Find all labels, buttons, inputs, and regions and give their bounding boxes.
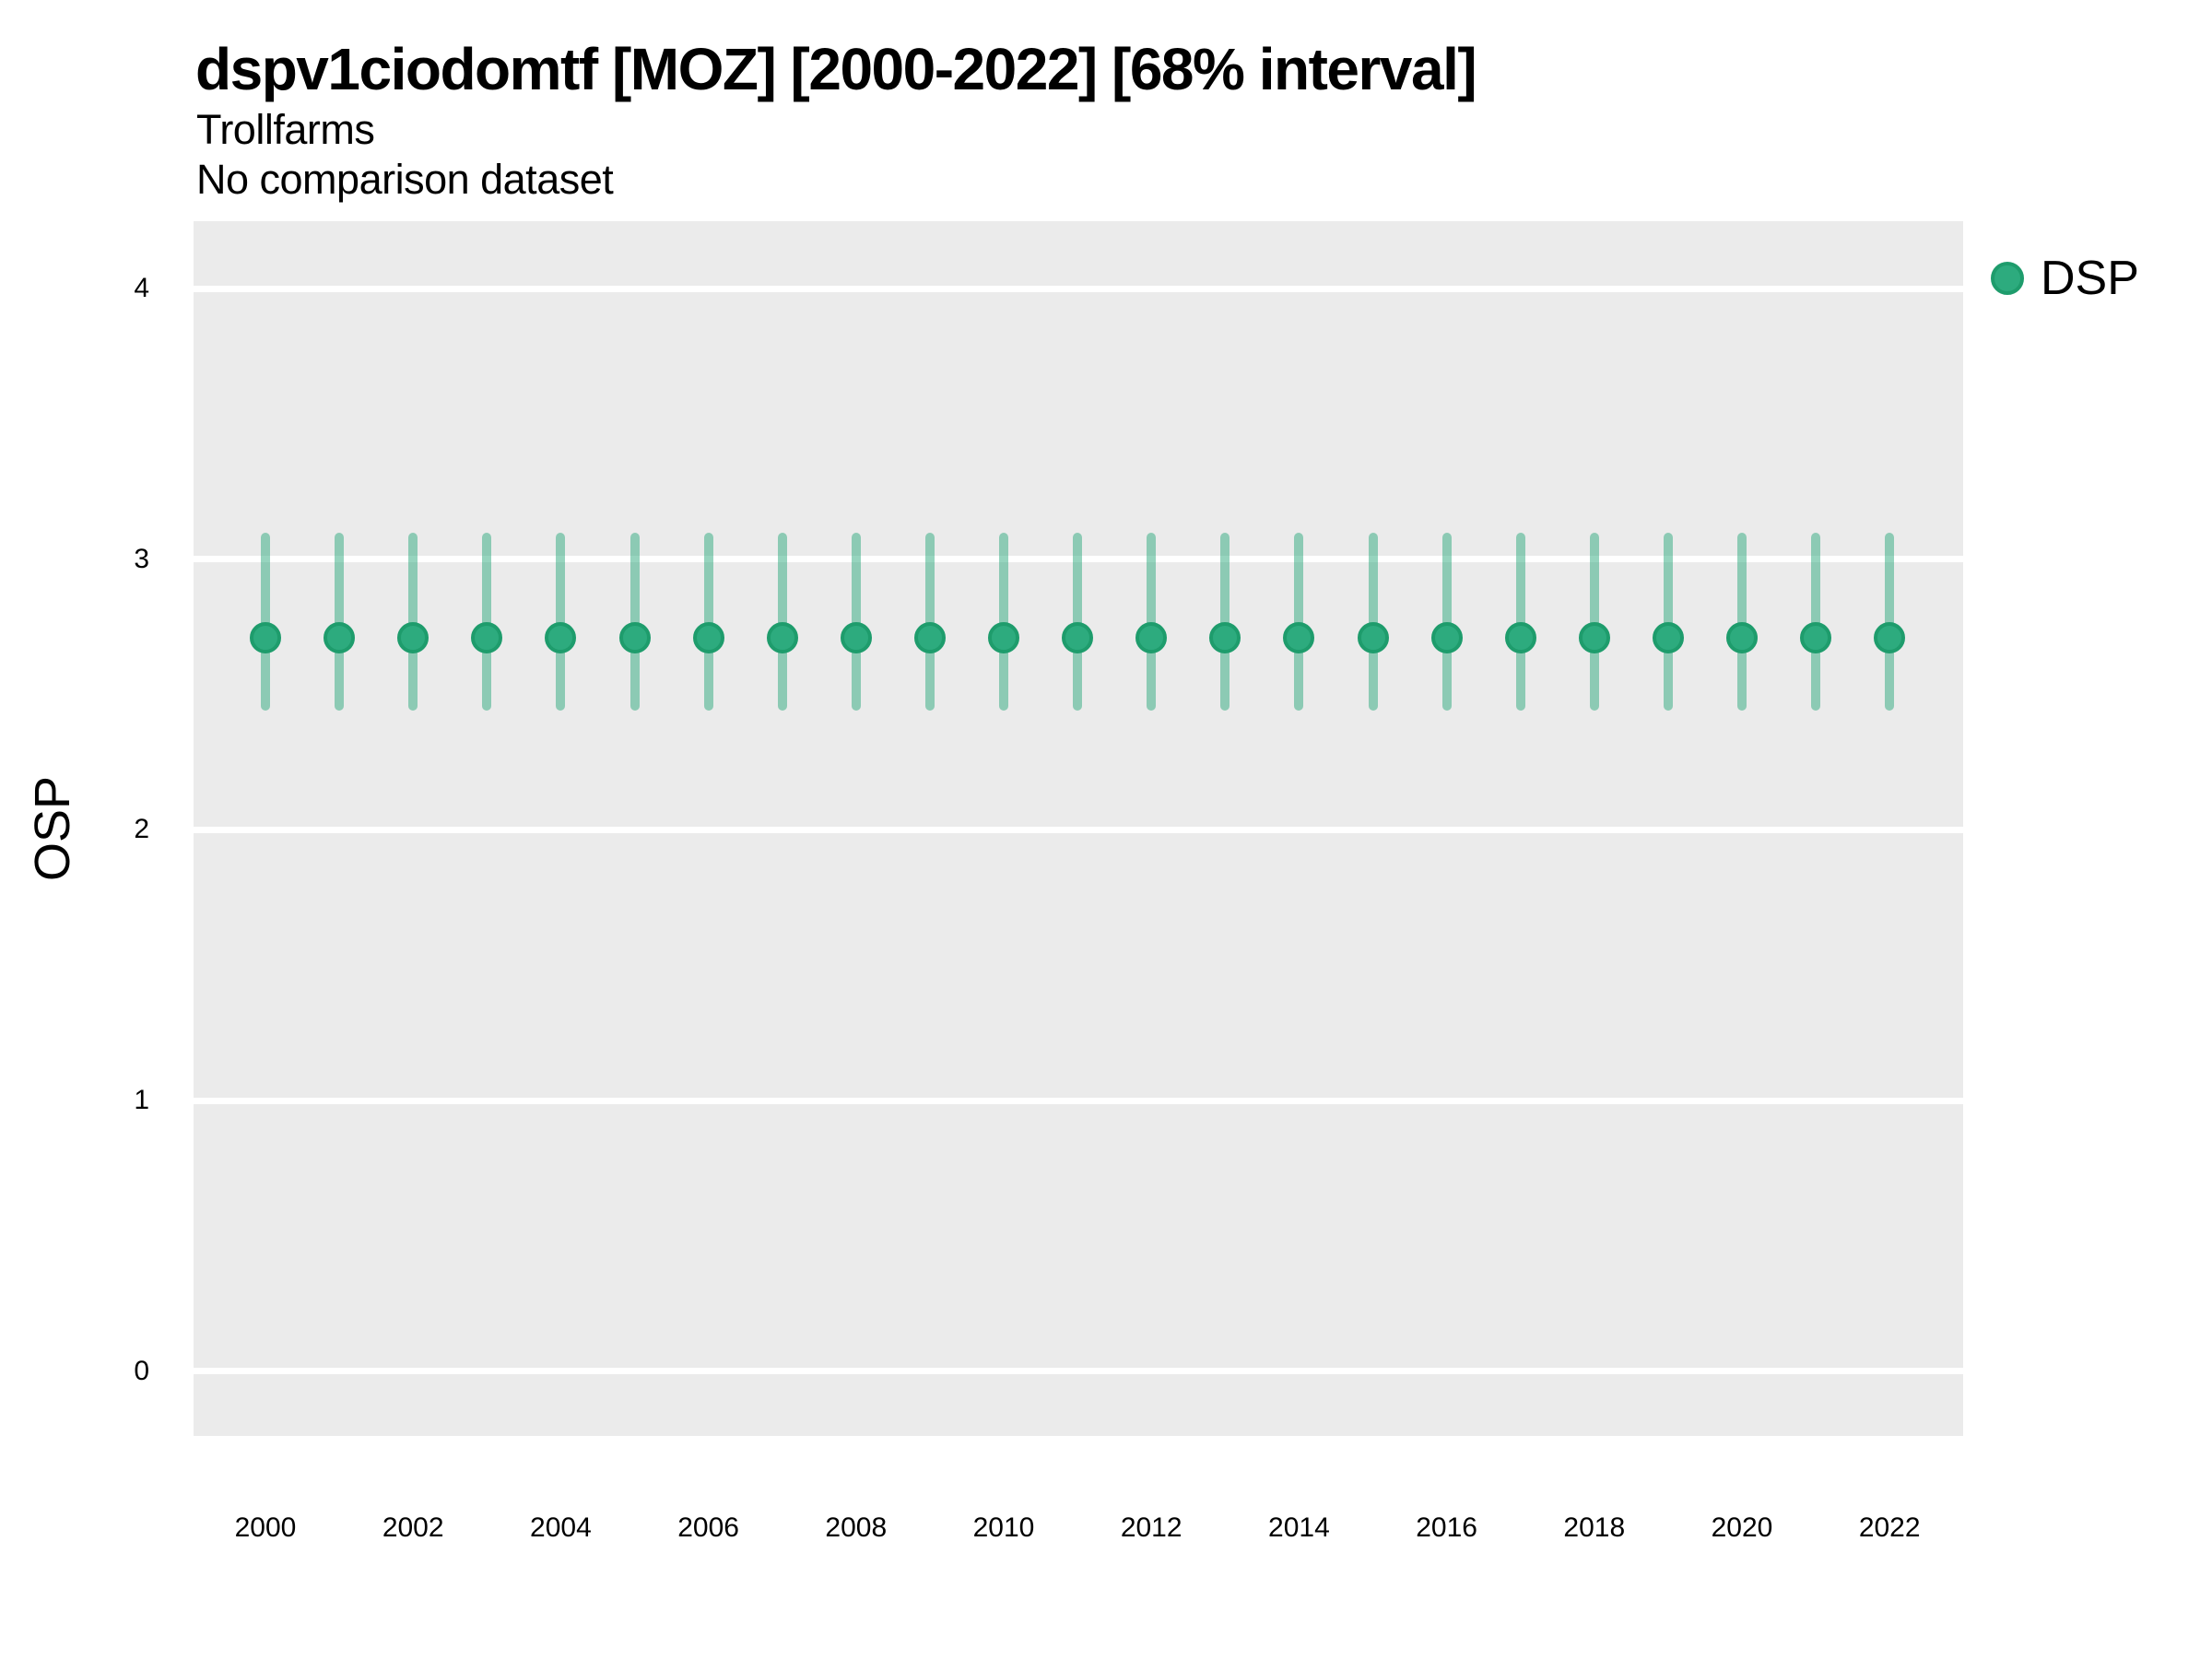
y-tick-label-4: 4: [134, 273, 149, 304]
data-point-2012[interactable]: [1135, 622, 1168, 654]
x-tick-label-2020: 2020: [1711, 1512, 1773, 1543]
data-point-2003[interactable]: [471, 622, 503, 654]
data-point-2016[interactable]: [1430, 622, 1463, 654]
data-point-2015[interactable]: [1357, 622, 1389, 654]
data-point-2018[interactable]: [1578, 622, 1610, 654]
error-bar-2012: [1147, 532, 1157, 712]
error-bar-2017: [1515, 532, 1525, 712]
data-point-2005[interactable]: [618, 622, 651, 654]
y-tick-label-2: 2: [134, 814, 149, 845]
data-point-2008[interactable]: [840, 622, 872, 654]
chart-subtitle-line2: No comparison dataset: [196, 156, 614, 203]
error-bar-2011: [1073, 532, 1083, 712]
data-point-2006[interactable]: [692, 622, 724, 654]
data-point-2022[interactable]: [1874, 622, 1906, 654]
x-tick-label-2012: 2012: [1120, 1512, 1182, 1543]
data-point-2000[interactable]: [250, 622, 281, 654]
y-tick-label-0: 0: [134, 1355, 149, 1386]
x-tick-label-2018: 2018: [1563, 1512, 1626, 1543]
x-tick-label-2014: 2014: [1268, 1512, 1330, 1543]
legend-label: DSP: [2041, 252, 2139, 305]
error-bar-2018: [1589, 532, 1599, 712]
x-tick-label-2004: 2004: [530, 1512, 592, 1543]
error-bar-2014: [1294, 532, 1304, 712]
data-point-2010[interactable]: [988, 622, 1019, 654]
error-bar-2019: [1663, 532, 1673, 712]
error-bar-2010: [999, 532, 1008, 712]
x-tick-label-2016: 2016: [1416, 1512, 1477, 1543]
data-point-2007[interactable]: [766, 622, 798, 654]
y-tick-label-3: 3: [134, 543, 149, 574]
data-point-2021[interactable]: [1800, 622, 1832, 654]
error-bar-2006: [703, 532, 713, 712]
chart-subtitle-line1: Trollfarms: [196, 106, 375, 153]
data-point-2020[interactable]: [1726, 622, 1758, 654]
x-tick-label-2002: 2002: [382, 1512, 444, 1543]
data-point-2004[interactable]: [545, 622, 577, 654]
error-bar-2005: [629, 532, 640, 712]
gridline-y-1: [194, 1097, 1963, 1104]
legend[interactable]: DSP: [1991, 251, 2139, 306]
data-point-2014[interactable]: [1283, 622, 1315, 654]
chart-title: dspv1ciodomtf [MOZ] [2000-2022] [68% int…: [195, 36, 1477, 102]
data-point-2002[interactable]: [397, 622, 429, 654]
error-bar-2007: [777, 532, 787, 712]
data-point-2013[interactable]: [1209, 622, 1241, 654]
data-point-2011[interactable]: [1062, 622, 1094, 654]
x-tick-label-2000: 2000: [234, 1512, 297, 1543]
x-tick-label-2008: 2008: [825, 1512, 888, 1543]
error-bar-2000: [261, 532, 270, 712]
error-bar-2004: [556, 532, 566, 712]
gridline-y-0: [194, 1368, 1963, 1375]
error-bar-2009: [924, 532, 935, 712]
data-point-2019[interactable]: [1652, 622, 1684, 654]
error-bar-2002: [408, 532, 418, 712]
x-tick-label-2006: 2006: [677, 1512, 739, 1543]
error-bar-2001: [335, 532, 345, 712]
plot-panel: [194, 221, 1963, 1436]
data-point-2017[interactable]: [1504, 622, 1536, 654]
error-bar-2022: [1885, 532, 1895, 712]
y-tick-label-1: 1: [134, 1085, 149, 1115]
error-bar-2008: [851, 532, 861, 712]
error-bar-2016: [1441, 532, 1452, 712]
x-tick-label-2022: 2022: [1858, 1512, 1921, 1543]
x-tick-label-2010: 2010: [972, 1512, 1035, 1543]
error-bar-2021: [1811, 532, 1821, 712]
error-bar-2013: [1220, 532, 1230, 712]
error-bar-2015: [1368, 532, 1378, 712]
gridline-y-2: [194, 826, 1963, 833]
chart-subtitle: Trollfarms No comparison dataset: [196, 105, 614, 205]
data-point-2009[interactable]: [913, 622, 946, 654]
error-bar-2020: [1737, 532, 1747, 712]
gridline-y-4: [194, 285, 1963, 292]
error-bar-2003: [482, 532, 492, 712]
data-point-2001[interactable]: [324, 622, 356, 654]
legend-marker-icon: [1991, 262, 2024, 295]
